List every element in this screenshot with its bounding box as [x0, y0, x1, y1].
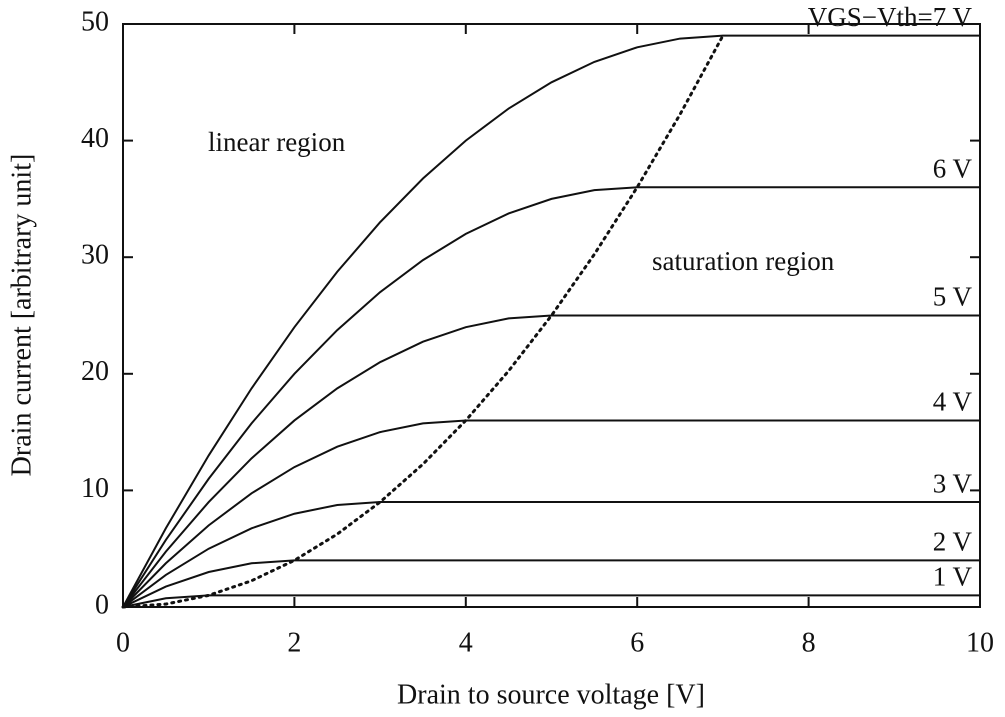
curve	[122, 501, 981, 608]
y-tick-label: 40	[81, 123, 109, 154]
legend-label: 1 V	[933, 562, 973, 592]
x-tick-label: 2	[287, 627, 301, 658]
annotation: linear region	[208, 127, 346, 157]
y-tick-label: 0	[95, 589, 109, 620]
legend-label: 5 V	[933, 282, 973, 312]
curve	[122, 186, 981, 608]
y-tick-label: 50	[81, 6, 109, 37]
curve	[122, 594, 981, 608]
legend-label: 4 V	[933, 387, 973, 417]
legend-label: 2 V	[933, 527, 973, 557]
legend-label: VGS−Vth=7 V	[808, 2, 973, 32]
x-tick-label: 8	[802, 627, 816, 658]
y-tick-label: 20	[81, 356, 109, 387]
curve	[122, 559, 981, 608]
y-tick-label: 30	[81, 240, 109, 271]
x-tick-label: 6	[630, 627, 644, 658]
curve	[122, 419, 981, 608]
x-tick-label: 4	[459, 627, 473, 658]
x-tick-label: 0	[116, 627, 130, 658]
legend-label: 3 V	[933, 468, 973, 498]
x-axis-title: Drain to source voltage [V]	[397, 679, 705, 710]
y-axis-title: Drain current [arbitrary unit]	[6, 154, 37, 477]
legend-label: 6 V	[933, 153, 973, 183]
x-tick-label: 10	[966, 627, 994, 658]
curve	[122, 314, 981, 608]
curve	[122, 34, 981, 608]
y-tick-label: 10	[81, 473, 109, 504]
boundary-line	[121, 34, 725, 609]
annotation: saturation region	[652, 246, 835, 276]
